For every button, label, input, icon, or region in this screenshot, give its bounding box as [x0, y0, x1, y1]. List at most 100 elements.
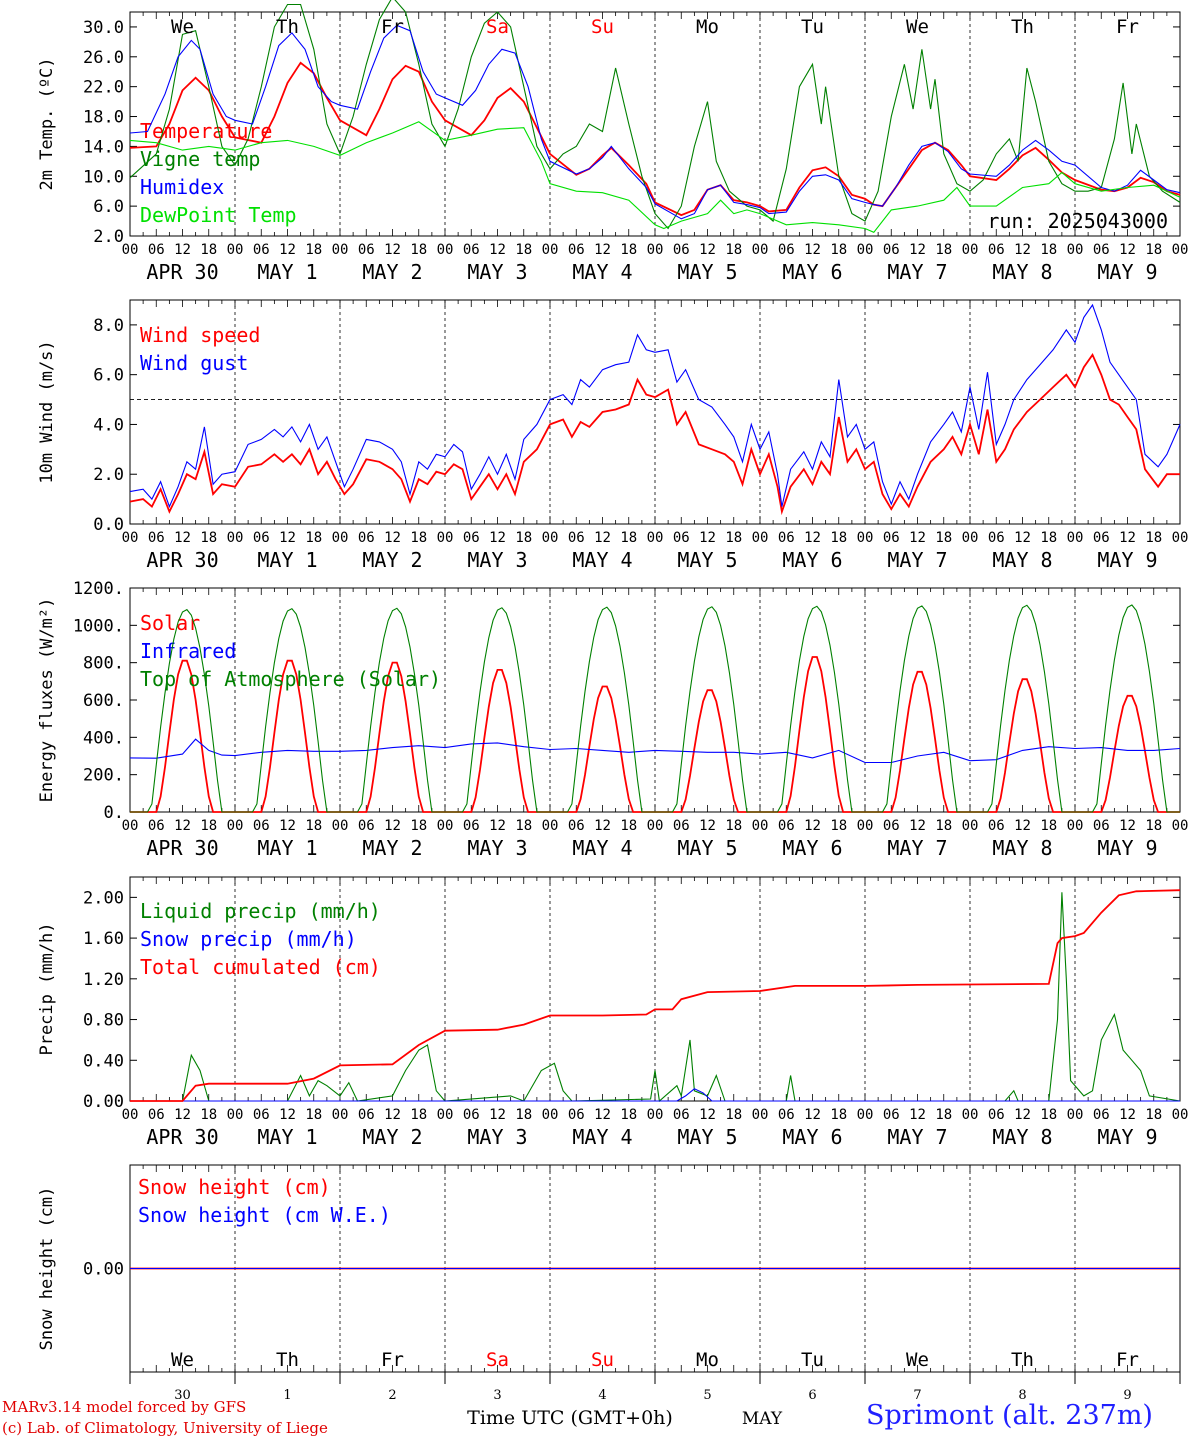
hour-tick-label: 06: [883, 818, 900, 834]
weekday-label: Sa: [486, 1349, 509, 1371]
hour-tick-label: 12: [489, 530, 506, 546]
month-label: MAY: [742, 1409, 783, 1429]
hour-tick-label: 18: [1145, 530, 1162, 546]
lab-credit-line: (c) Lab. of Climatology, University of L…: [2, 1419, 328, 1437]
hour-tick-label: 00: [122, 818, 139, 834]
weekday-label: Th: [276, 1349, 299, 1371]
hour-tick-label: 12: [489, 242, 506, 258]
hour-tick-label: 18: [410, 818, 427, 834]
y-tick-label: 200.: [83, 766, 124, 786]
day-number-label: 30: [174, 1388, 191, 1403]
hour-tick-label: 12: [279, 530, 296, 546]
weekday-label: Sa: [486, 16, 509, 38]
hour-tick-label: 18: [935, 242, 952, 258]
hour-tick-label: 00: [857, 530, 874, 546]
hour-tick-label: 18: [725, 818, 742, 834]
y-tick-label: 400.: [83, 728, 124, 748]
day-number-label: 9: [1123, 1388, 1131, 1403]
y-tick-label: 10.0: [83, 167, 124, 187]
hour-tick-label: 06: [673, 1107, 690, 1123]
hour-tick-label: 00: [1172, 530, 1189, 546]
station-label: Sprimont (alt. 237m): [866, 1400, 1153, 1431]
series-line-vigne-temp: [129, 0, 1181, 230]
y-tick-label: 1000.: [73, 616, 124, 636]
hour-tick-label: 12: [699, 530, 716, 546]
hour-tick-label: 06: [673, 818, 690, 834]
hour-tick-label: 06: [778, 530, 795, 546]
hour-tick-label: 06: [568, 242, 585, 258]
y-tick-label: 22.0: [83, 78, 124, 98]
date-label: MAY 4: [572, 1125, 632, 1149]
hour-tick-label: 18: [830, 530, 847, 546]
hour-tick-label: 18: [620, 242, 637, 258]
date-label: MAY 5: [677, 260, 737, 284]
hour-tick-label: 12: [594, 530, 611, 546]
hour-tick-label: 06: [673, 530, 690, 546]
day-number-label: 6: [808, 1388, 816, 1403]
day-number-label: 3: [493, 1388, 501, 1403]
hour-tick-label: 06: [1093, 530, 1110, 546]
hour-tick-label: 06: [463, 1107, 480, 1123]
hour-tick-label: 00: [752, 818, 769, 834]
run-label: run: 2025043000: [987, 209, 1168, 233]
hour-tick-label: 12: [174, 530, 191, 546]
hour-tick-label: 06: [673, 242, 690, 258]
hour-tick-label: 12: [699, 1107, 716, 1123]
y-axis-label: 2m Temp. (ºC): [37, 57, 57, 190]
y-axis-label: Energy fluxes (W/m²): [37, 598, 57, 803]
hour-tick-label: 06: [568, 530, 585, 546]
date-label: APR 30: [146, 260, 218, 284]
date-label: MAY 3: [467, 1125, 527, 1149]
hour-tick-label: 00: [542, 242, 559, 258]
hour-tick-label: 00: [647, 818, 664, 834]
hour-tick-label: 06: [883, 1107, 900, 1123]
hour-tick-label: 06: [358, 242, 375, 258]
hour-tick-label: 06: [148, 1107, 165, 1123]
legend-entry: Wind speed: [140, 323, 260, 347]
hour-tick-label: 06: [148, 818, 165, 834]
hour-tick-label: 00: [332, 1107, 349, 1123]
date-label: MAY 4: [572, 836, 632, 860]
day-number-label: 4: [598, 1388, 606, 1403]
y-tick-label: 2.0: [93, 465, 124, 485]
weekday-label: Mo: [696, 16, 719, 38]
y-axis-label: 10m Wind (m/s): [37, 340, 57, 483]
hour-tick-label: 06: [883, 530, 900, 546]
hour-tick-label: 18: [410, 242, 427, 258]
date-label: MAY 1: [257, 548, 317, 572]
date-label: MAY 4: [572, 260, 632, 284]
hour-tick-label: 06: [358, 1107, 375, 1123]
hour-tick-label: 18: [410, 530, 427, 546]
hour-tick-label: 06: [148, 242, 165, 258]
hour-tick-label: 00: [1172, 818, 1189, 834]
hour-tick-label: 06: [358, 530, 375, 546]
hour-tick-label: 12: [909, 1107, 926, 1123]
date-label: MAY 2: [362, 260, 422, 284]
y-tick-label: 2.00: [83, 888, 124, 908]
weekday-label: We: [906, 1349, 929, 1371]
hour-tick-label: 00: [1067, 818, 1084, 834]
weekday-label: Th: [276, 16, 299, 38]
series-line-infrared: [129, 738, 1181, 764]
hour-tick-label: 00: [227, 242, 244, 258]
date-label: MAY 7: [887, 1125, 947, 1149]
hour-tick-label: 12: [279, 1107, 296, 1123]
legend-entry: Snow height (cm W.E.): [138, 1203, 391, 1227]
hour-tick-label: 00: [857, 1107, 874, 1123]
date-label: MAY 5: [677, 548, 737, 572]
hour-tick-label: 00: [1172, 1107, 1189, 1123]
legend-entry: Wind gust: [140, 351, 248, 375]
hour-tick-label: 12: [804, 242, 821, 258]
legend-entry: Humidex: [140, 175, 224, 199]
date-label: APR 30: [146, 836, 218, 860]
hour-tick-label: 06: [463, 530, 480, 546]
y-tick-label: 600.: [83, 691, 124, 711]
y-tick-label: 30.0: [83, 18, 124, 38]
day-number-label: 2: [388, 1388, 396, 1403]
hour-tick-label: 18: [830, 242, 847, 258]
date-label: MAY 9: [1097, 260, 1157, 284]
y-tick-label: 2.0: [93, 227, 124, 247]
weekday-label: We: [171, 16, 194, 38]
hour-tick-label: 18: [725, 530, 742, 546]
hour-tick-label: 06: [778, 1107, 795, 1123]
